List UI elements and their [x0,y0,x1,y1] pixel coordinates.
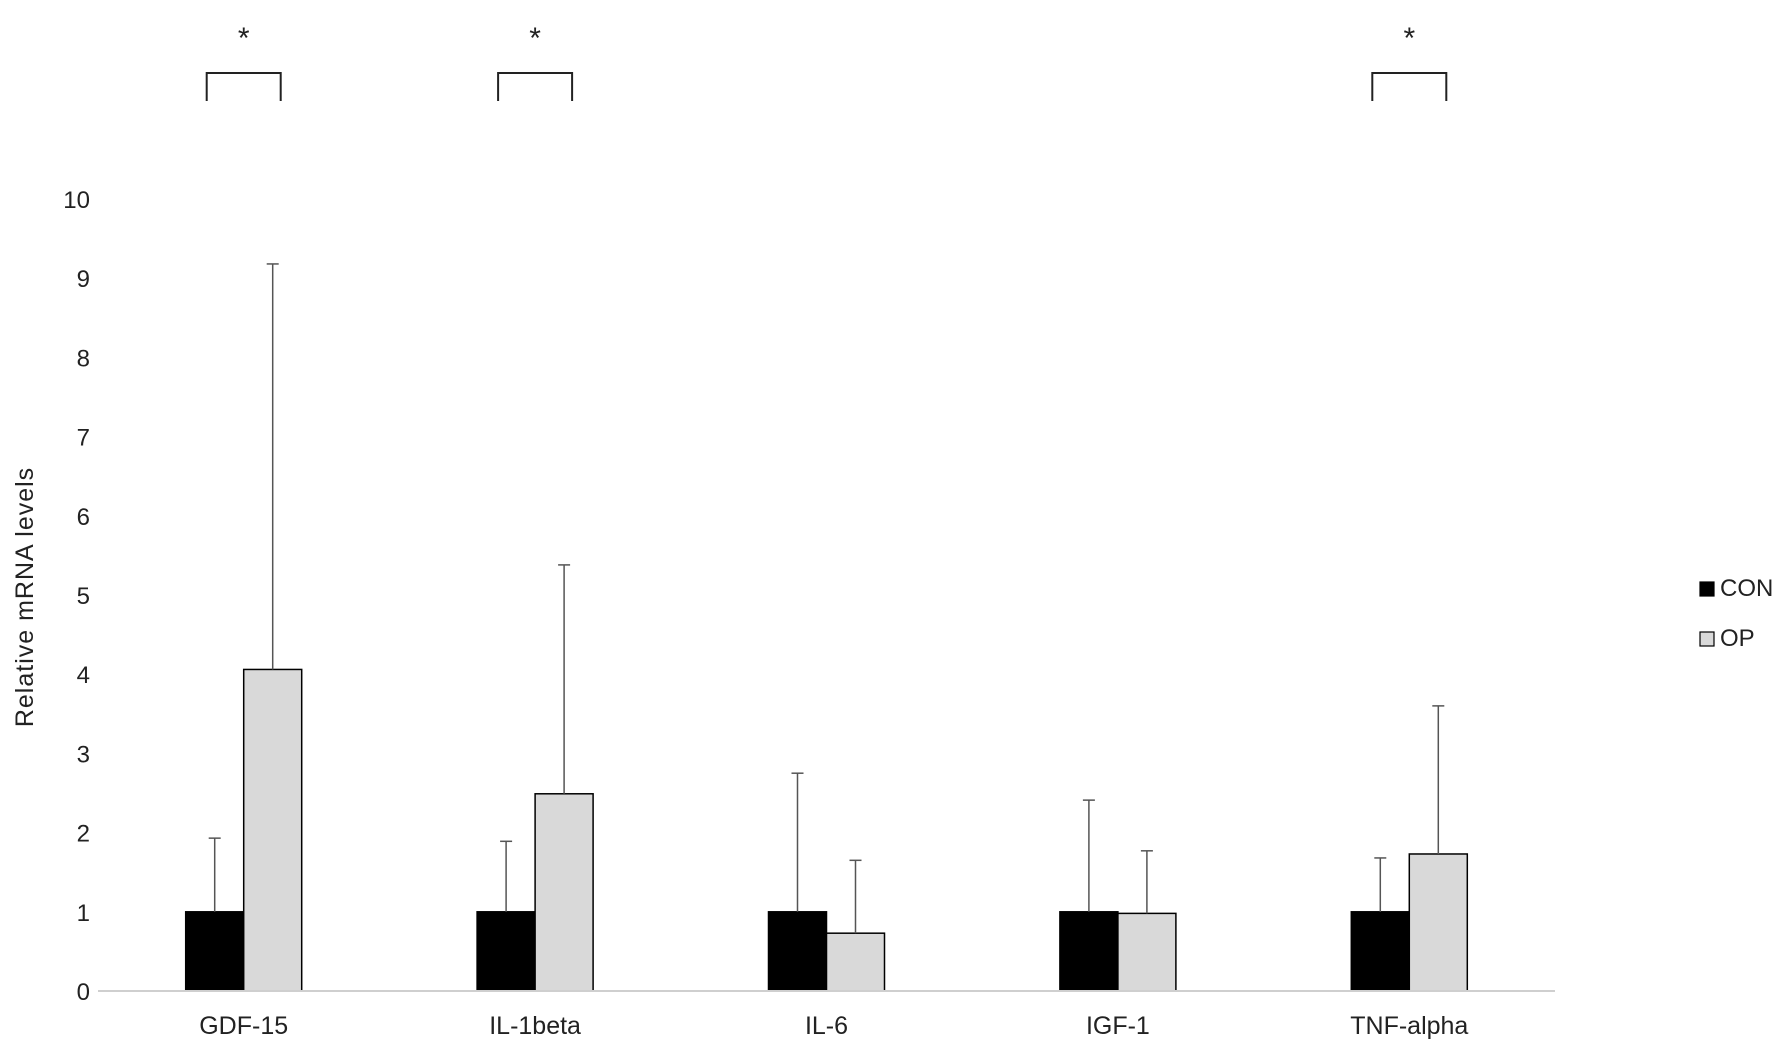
category-label: IGF-1 [1086,1012,1150,1040]
bar-con-gdf-15 [184,911,245,992]
bar-op-il-1beta [534,793,594,992]
significance-markers: * * * [205,22,1448,101]
category-label: GDF-15 [199,1012,288,1040]
bar-con-igf-1 [1059,911,1119,992]
x-axis-categories: GDF-15 IL-1beta IL-6 IGF-1 TNF-alpha [199,1012,1468,1040]
y-tick-label: 5 [77,583,90,610]
error-bars [208,263,1445,934]
y-tick-label: 4 [77,662,90,689]
bar-con-tnf-alpha [1350,911,1411,992]
significance-bracket [205,72,282,101]
y-tick-label: 8 [77,345,90,372]
significance-bracket [1371,72,1448,101]
y-tick-label: 3 [77,741,90,768]
y-axis-ticks: 0 1 2 3 4 5 6 7 8 9 10 [63,187,90,1006]
legend-label-op: OP [1720,625,1755,652]
category-label: IL-6 [805,1012,848,1040]
y-tick-label: 7 [77,425,90,452]
legend-label-con: CON [1720,575,1773,602]
bars [184,668,1469,992]
legend-swatch-op [1699,631,1715,647]
significance-star: * [529,22,541,55]
category-label: TNF-alpha [1350,1012,1468,1040]
legend-swatch-con [1699,581,1715,597]
y-tick-label: 10 [63,187,90,214]
significance-bracket [497,72,574,101]
legend: CON OP [1699,575,1773,652]
bar-op-igf-1 [1117,912,1177,992]
bar-con-il-6 [767,911,828,992]
significance-star: * [1403,22,1415,55]
category-label: IL-1beta [489,1012,581,1040]
y-tick-label: 2 [77,821,90,848]
y-axis-label: Relative mRNA levels [11,467,39,727]
bar-con-il-1beta [476,911,536,992]
y-tick-label: 1 [77,900,90,927]
y-tick-label: 0 [77,979,90,1006]
y-tick-label: 9 [77,266,90,293]
significance-star: * [238,22,250,55]
bar-op-il-6 [825,932,886,992]
y-tick-label: 6 [77,504,90,531]
bar-op-tnf-alpha [1408,853,1469,992]
bar-op-gdf-15 [242,668,303,992]
